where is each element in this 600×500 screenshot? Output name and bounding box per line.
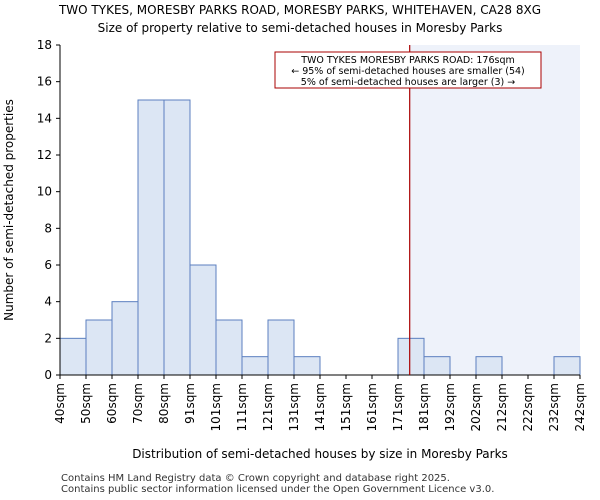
bar <box>59 337 87 376</box>
y-tick-label: 8 <box>44 221 52 235</box>
x-tick-label: 70sqm <box>131 383 145 424</box>
bar <box>215 319 243 376</box>
x-tick-label: 101sqm <box>209 383 223 431</box>
bar <box>163 99 191 376</box>
x-tick-label: 212sqm <box>495 383 509 431</box>
bar <box>189 264 217 376</box>
x-tick-label: 80sqm <box>157 383 171 424</box>
bar <box>293 356 321 376</box>
chart-title: TWO TYKES, MORESBY PARKS ROAD, MORESBY P… <box>58 3 542 17</box>
annotation-line: TWO TYKES MORESBY PARKS ROAD: 176sqm <box>300 55 515 66</box>
x-tick-label: 192sqm <box>443 383 457 431</box>
bar <box>423 356 451 376</box>
x-tick-label: 40sqm <box>53 383 67 424</box>
x-axis-label: Distribution of semi-detached houses by … <box>132 447 508 461</box>
x-tick-label: 111sqm <box>235 383 249 431</box>
x-tick-label: 131sqm <box>287 383 301 431</box>
footer-line-1: Contains HM Land Registry data © Crown c… <box>61 473 450 484</box>
x-tick-label: 60sqm <box>105 383 119 424</box>
footer-line-2: Contains public sector information licen… <box>61 484 495 495</box>
y-tick-label: 0 <box>44 368 52 382</box>
y-tick-label: 10 <box>37 185 52 199</box>
x-tick-label: 161sqm <box>365 383 379 431</box>
bar <box>85 319 113 376</box>
x-tick-label: 222sqm <box>521 383 535 431</box>
bar <box>397 337 425 376</box>
y-tick-label: 12 <box>37 148 52 162</box>
annotation-box <box>274 51 542 89</box>
x-tick-label: 151sqm <box>339 383 353 431</box>
annotation-line: 5% of semi-detached houses are larger (3… <box>301 77 515 88</box>
bar <box>553 356 581 376</box>
y-tick-label: 16 <box>37 75 52 89</box>
y-tick-label: 18 <box>37 38 52 52</box>
bar <box>241 356 269 376</box>
y-axis-label: Number of semi-detached properties <box>2 99 16 321</box>
x-tick-label: 91sqm <box>183 383 197 424</box>
x-tick-label: 242sqm <box>573 383 587 431</box>
y-tick-label: 14 <box>37 111 52 125</box>
bar <box>475 356 503 376</box>
annotation-line: ← 95% of semi-detached houses are smalle… <box>291 66 525 77</box>
y-tick-label: 2 <box>44 331 52 345</box>
x-tick-label: 171sqm <box>391 383 405 431</box>
x-tick-label: 50sqm <box>79 383 93 424</box>
x-tick-label: 141sqm <box>313 383 327 431</box>
y-tick-label: 4 <box>44 295 52 309</box>
x-tick-label: 202sqm <box>469 383 483 431</box>
bar <box>111 301 139 376</box>
bar <box>137 99 165 376</box>
x-tick-label: 181sqm <box>417 383 431 431</box>
highlight-region <box>409 45 580 375</box>
y-tick-label: 6 <box>44 258 52 272</box>
bar <box>267 319 295 376</box>
chart-subtitle: Size of property relative to semi-detach… <box>97 21 503 35</box>
x-tick-label: 232sqm <box>547 383 561 431</box>
x-tick-label: 121sqm <box>261 383 275 431</box>
